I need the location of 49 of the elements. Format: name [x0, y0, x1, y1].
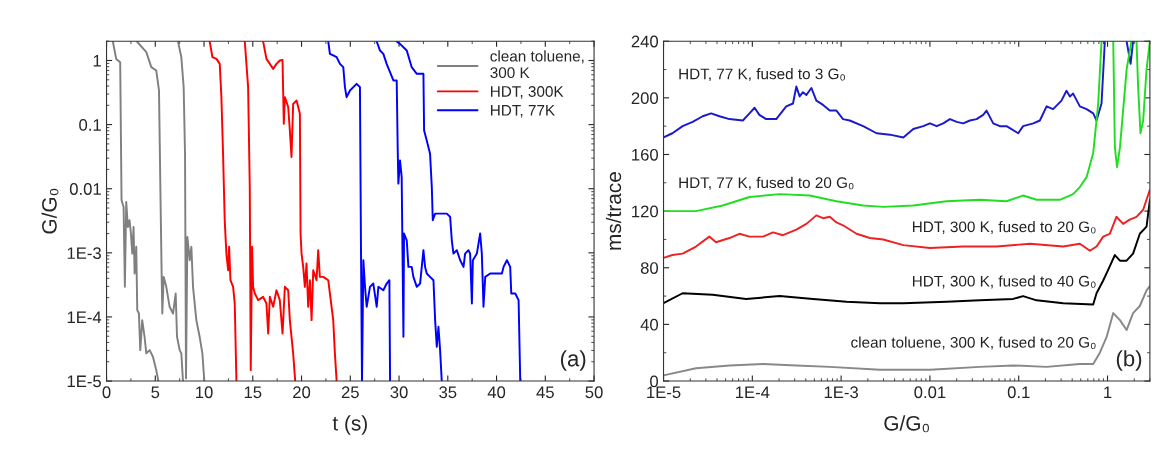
series-label: HDT, 300 K, fused to 40 G₀: [912, 275, 1096, 289]
y-tick-label: 0.01: [69, 183, 101, 195]
x-axis-title: t (s): [332, 415, 367, 435]
x-tick-label: 20: [293, 386, 311, 399]
y-tick-label: 160: [632, 148, 659, 161]
y-axis-title: ms/trace: [605, 172, 622, 250]
line-series: [243, 41, 297, 382]
x-tick-label: 40: [487, 386, 506, 399]
y-tick-label: 120: [632, 205, 659, 218]
series-label: HDT, 300 K, fused to 20 G₀: [912, 221, 1096, 235]
x-tick-label: 5: [151, 386, 160, 399]
y-tick-label: 40: [640, 318, 659, 331]
x-axis-title: G/G₀: [884, 415, 929, 433]
annotation: (a): [560, 350, 586, 371]
y-tick-label: 0.1: [79, 119, 101, 131]
legend-label: HDT, 77K: [491, 105, 555, 118]
text: HDT, 77 K, fused to 3 G₀: [679, 68, 845, 82]
x-tick-label: 25: [341, 386, 359, 399]
annotation: (b): [1116, 350, 1142, 371]
x-tick-label: 30: [390, 386, 408, 399]
x-tick-label: 0: [102, 386, 111, 399]
x-tick-label: 10: [196, 386, 213, 399]
y-tick-label: 1: [93, 55, 101, 67]
legend-label: clean toluene, 300 K: [490, 50, 584, 79]
y-tick-label: 1E-3: [67, 247, 101, 260]
line-series: [375, 41, 443, 382]
series-label: clean toluene, 300 K, fused to 20 G₀: [851, 336, 1096, 350]
series-label: HDT, 77 K, fused to 20 G₀: [679, 176, 854, 190]
y-tick-label: 80: [640, 262, 659, 274]
x-tick-label: 50: [585, 386, 603, 399]
y-tick-label: 1E-4: [67, 311, 102, 323]
line-series: [327, 41, 392, 382]
line-series: [208, 41, 238, 382]
x-tick-label: 0.01: [914, 386, 946, 399]
y-tick-label: 1E-5: [67, 375, 101, 388]
x-tick-label: 15: [244, 386, 262, 399]
x-tick-label: 35: [439, 386, 457, 399]
y-tick-label: 0: [650, 375, 659, 388]
x-tick-label: 1E-3: [824, 386, 858, 399]
y-axis-title: G/G₀: [41, 188, 59, 234]
y-tick-label: 200: [631, 92, 659, 105]
x-tick-label: 45: [536, 386, 554, 399]
legend-label: HDT, 300K: [491, 86, 564, 99]
y-tick-label: 240: [631, 35, 659, 48]
line-series: [111, 41, 160, 382]
x-tick-label: 1E-4: [736, 386, 770, 398]
x-tick-label: 0.1: [1007, 386, 1030, 399]
x-tick-label: 1: [1104, 386, 1112, 398]
line-series: [262, 41, 338, 382]
